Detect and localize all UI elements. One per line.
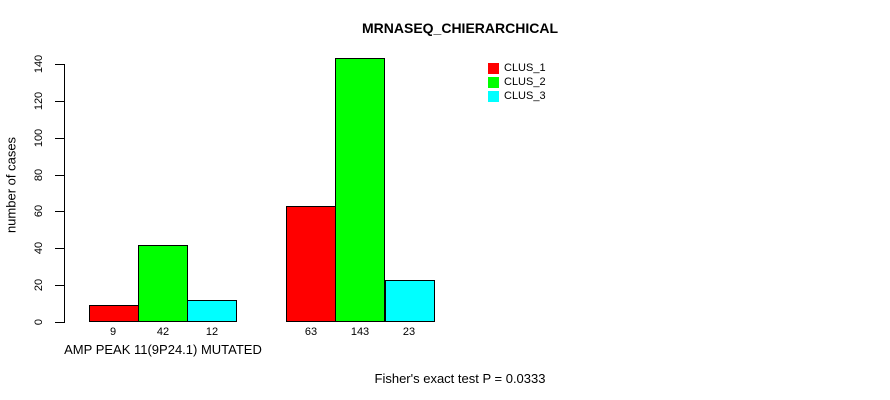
legend-swatch-icon bbox=[488, 76, 499, 88]
legend-label: CLUS_2 bbox=[504, 76, 546, 88]
legend: CLUS_1 CLUS_2 CLUS_3 bbox=[488, 61, 546, 103]
y-tick-label: 120 bbox=[33, 91, 45, 111]
bar-value-label: 9 bbox=[109, 326, 117, 338]
category-label: AMP PEAK 11(9P24.1) MUTATED bbox=[64, 342, 262, 357]
legend-item: CLUS_2 bbox=[488, 75, 546, 89]
bar bbox=[335, 58, 385, 322]
y-tick bbox=[55, 248, 64, 249]
bar bbox=[385, 280, 435, 322]
bar-value-label: 63 bbox=[304, 326, 318, 338]
y-tick bbox=[55, 285, 64, 286]
legend-label: CLUS_3 bbox=[504, 90, 546, 102]
bar bbox=[138, 245, 188, 322]
y-tick-label: 140 bbox=[33, 54, 45, 74]
y-tick bbox=[55, 101, 64, 102]
y-axis-label: number of cases bbox=[3, 136, 19, 234]
fisher-test-annotation: Fisher's exact test P = 0.0333 bbox=[374, 371, 546, 386]
y-tick bbox=[55, 211, 64, 212]
bar bbox=[89, 305, 139, 322]
y-tick-label: 100 bbox=[33, 128, 45, 148]
legend-swatch-icon bbox=[488, 62, 499, 74]
legend-item: CLUS_1 bbox=[488, 61, 546, 75]
legend-swatch-icon bbox=[488, 90, 499, 102]
chart-title: MRNASEQ_CHIERARCHICAL bbox=[361, 20, 559, 36]
y-tick bbox=[55, 175, 64, 176]
bar-value-label: 143 bbox=[350, 326, 370, 338]
bar-value-label: 12 bbox=[205, 326, 219, 338]
bar-value-label: 23 bbox=[402, 326, 416, 338]
bar bbox=[286, 206, 336, 322]
y-tick bbox=[55, 322, 64, 323]
y-tick-label: 80 bbox=[33, 168, 45, 182]
legend-label: CLUS_1 bbox=[504, 62, 546, 74]
y-tick-label: 60 bbox=[33, 204, 45, 218]
bar bbox=[187, 300, 237, 322]
y-tick-label: 20 bbox=[33, 278, 45, 292]
legend-item: CLUS_3 bbox=[488, 89, 546, 103]
y-tick bbox=[55, 64, 64, 65]
bar-value-label: 42 bbox=[156, 326, 170, 338]
y-tick-label: 0 bbox=[33, 318, 45, 326]
y-axis-line bbox=[64, 64, 65, 323]
y-tick bbox=[55, 138, 64, 139]
y-tick-label: 40 bbox=[33, 241, 45, 255]
